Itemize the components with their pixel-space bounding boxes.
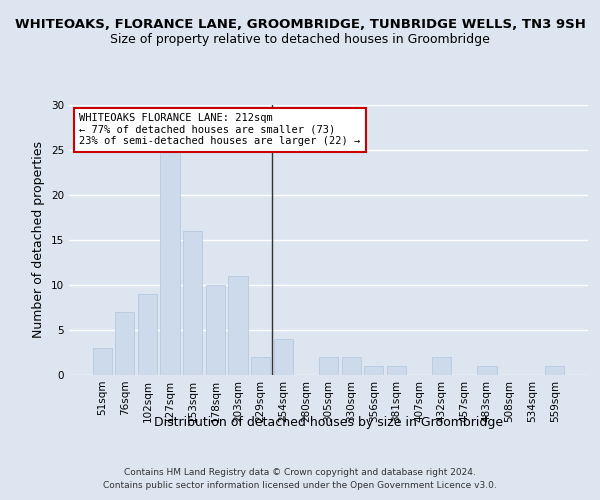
Bar [387,366,406,375]
Bar [229,276,248,375]
Bar [183,231,202,375]
Text: WHITEOAKS, FLORANCE LANE, GROOMBRIDGE, TUNBRIDGE WELLS, TN3 9SH: WHITEOAKS, FLORANCE LANE, GROOMBRIDGE, T… [14,18,586,30]
Bar [138,294,157,375]
Bar [115,312,134,375]
Text: Contains public sector information licensed under the Open Government Licence v3: Contains public sector information licen… [103,482,497,490]
Bar [274,339,293,375]
Bar [432,357,451,375]
Text: Size of property relative to detached houses in Groombridge: Size of property relative to detached ho… [110,32,490,46]
Bar [545,366,565,375]
Text: Distribution of detached houses by size in Groombridge: Distribution of detached houses by size … [154,416,503,429]
Bar [92,348,112,375]
Bar [251,357,270,375]
Bar [319,357,338,375]
Text: Contains HM Land Registry data © Crown copyright and database right 2024.: Contains HM Land Registry data © Crown c… [124,468,476,477]
Bar [206,285,225,375]
Bar [477,366,497,375]
Bar [341,357,361,375]
Bar [160,150,180,375]
Bar [364,366,383,375]
Text: WHITEOAKS FLORANCE LANE: 212sqm
← 77% of detached houses are smaller (73)
23% of: WHITEOAKS FLORANCE LANE: 212sqm ← 77% of… [79,113,361,146]
Y-axis label: Number of detached properties: Number of detached properties [32,142,46,338]
